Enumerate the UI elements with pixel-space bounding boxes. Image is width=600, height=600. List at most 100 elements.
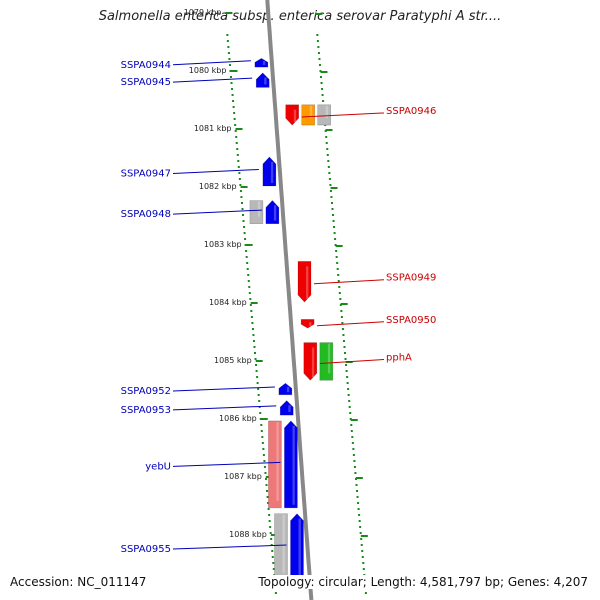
- track-dot: [334, 238, 337, 240]
- track-dot: [353, 460, 356, 462]
- tick-mark-right: [360, 535, 368, 537]
- tick-mark-right: [325, 129, 333, 131]
- tick-mark-right: [340, 303, 348, 305]
- gene-feature: [249, 200, 264, 224]
- tick-mark-right: [315, 13, 323, 15]
- gene-feature: [284, 420, 298, 509]
- track-dot: [344, 358, 347, 360]
- track-dot: [235, 142, 238, 144]
- track-dot: [358, 520, 361, 522]
- tick-mark-right: [355, 477, 363, 479]
- tick-mark-right: [350, 419, 358, 421]
- track-dot: [335, 250, 338, 252]
- track-dot: [325, 142, 328, 144]
- labels-layer: SSPA0944 SSPA0945 SSPA0946 SSPA0947 SSPA0948…: [121, 60, 437, 555]
- track-dot: [244, 238, 247, 240]
- track-dot: [261, 436, 264, 438]
- track-dot: [249, 298, 252, 300]
- gene-highlight: [293, 109, 297, 122]
- track-dot: [352, 454, 355, 456]
- track-dot: [348, 400, 351, 402]
- track-dot: [271, 556, 274, 558]
- gene-highlight: [309, 105, 313, 119]
- gene-leader-line: [317, 321, 385, 327]
- gene-feature: [274, 513, 288, 581]
- track-dot: [227, 52, 230, 54]
- gene-leader-line: [172, 60, 251, 66]
- track-dot: [269, 532, 272, 534]
- track-dot: [326, 154, 329, 156]
- gene-feature: [301, 104, 316, 126]
- track-dot: [347, 394, 350, 396]
- track-dot: [231, 88, 234, 90]
- gene-label: SSPA0953: [121, 405, 171, 416]
- tick-mark-left: [230, 70, 238, 72]
- track-dot: [256, 376, 259, 378]
- gene-feature: [265, 200, 280, 224]
- track-dot: [341, 322, 344, 324]
- tick-mark-right: [335, 245, 343, 247]
- track-dot: [337, 280, 340, 282]
- track-dot: [260, 424, 263, 426]
- gene-leader-line: [172, 405, 277, 411]
- track-dot: [255, 370, 258, 372]
- track-dot: [354, 472, 357, 474]
- track-dot: [262, 454, 265, 456]
- track-dot: [259, 412, 262, 414]
- track-dot: [326, 148, 329, 150]
- track-dot: [246, 268, 249, 270]
- track-dot: [332, 214, 335, 216]
- track-dot: [345, 364, 348, 366]
- gene-highlight: [264, 77, 267, 85]
- gene-label: SSPA0944: [121, 60, 171, 71]
- gene-label: SSPA0948: [121, 209, 171, 220]
- track-dot: [347, 388, 350, 390]
- gene-feature: [317, 104, 332, 126]
- track-dot: [266, 490, 269, 492]
- track-dot: [318, 64, 321, 66]
- track-dot: [254, 352, 257, 354]
- track-dot: [240, 202, 243, 204]
- track-dot: [249, 304, 252, 306]
- gene-highlight: [270, 161, 274, 183]
- track-dot: [243, 232, 246, 234]
- gene-leader-line: [172, 544, 287, 550]
- track-dot: [357, 508, 360, 510]
- track-dot: [233, 118, 236, 120]
- track-dot: [329, 190, 332, 192]
- gene-feature: [297, 261, 312, 303]
- gene-highlight: [288, 405, 291, 413]
- track-dot: [260, 430, 263, 432]
- track-dot: [238, 178, 241, 180]
- track-dot: [253, 346, 256, 348]
- track-dot: [325, 136, 328, 138]
- track-dot: [242, 220, 245, 222]
- track-dot: [230, 76, 233, 78]
- track-dot: [349, 412, 352, 414]
- track-dot: [270, 544, 273, 546]
- track-dot: [226, 40, 229, 42]
- gene-feature: [290, 513, 304, 581]
- gene-label: SSPA0945: [121, 77, 171, 88]
- track-dot: [247, 274, 250, 276]
- track-dot: [351, 442, 354, 444]
- tick-label: 1083 kbp: [204, 240, 242, 249]
- track-dot: [264, 478, 267, 480]
- track-dot: [360, 544, 363, 546]
- track-dot: [231, 94, 234, 96]
- genome-title: Salmonella enterica subsp. enterica sero…: [98, 9, 502, 24]
- track-dot: [327, 166, 330, 168]
- tick-label: 1086 kbp: [219, 414, 257, 423]
- track-dot: [271, 550, 274, 552]
- gene-highlight: [286, 386, 290, 393]
- gene-highlight: [276, 421, 279, 501]
- tick-mark-left: [270, 534, 278, 536]
- track-dot: [241, 208, 244, 210]
- track-dot: [245, 250, 248, 252]
- gene-leader-line: [172, 461, 281, 467]
- track-dot: [263, 460, 266, 462]
- gene-label: pphA: [386, 352, 412, 363]
- track-dot: [238, 172, 241, 174]
- gene-label: SSPA0949: [386, 273, 436, 284]
